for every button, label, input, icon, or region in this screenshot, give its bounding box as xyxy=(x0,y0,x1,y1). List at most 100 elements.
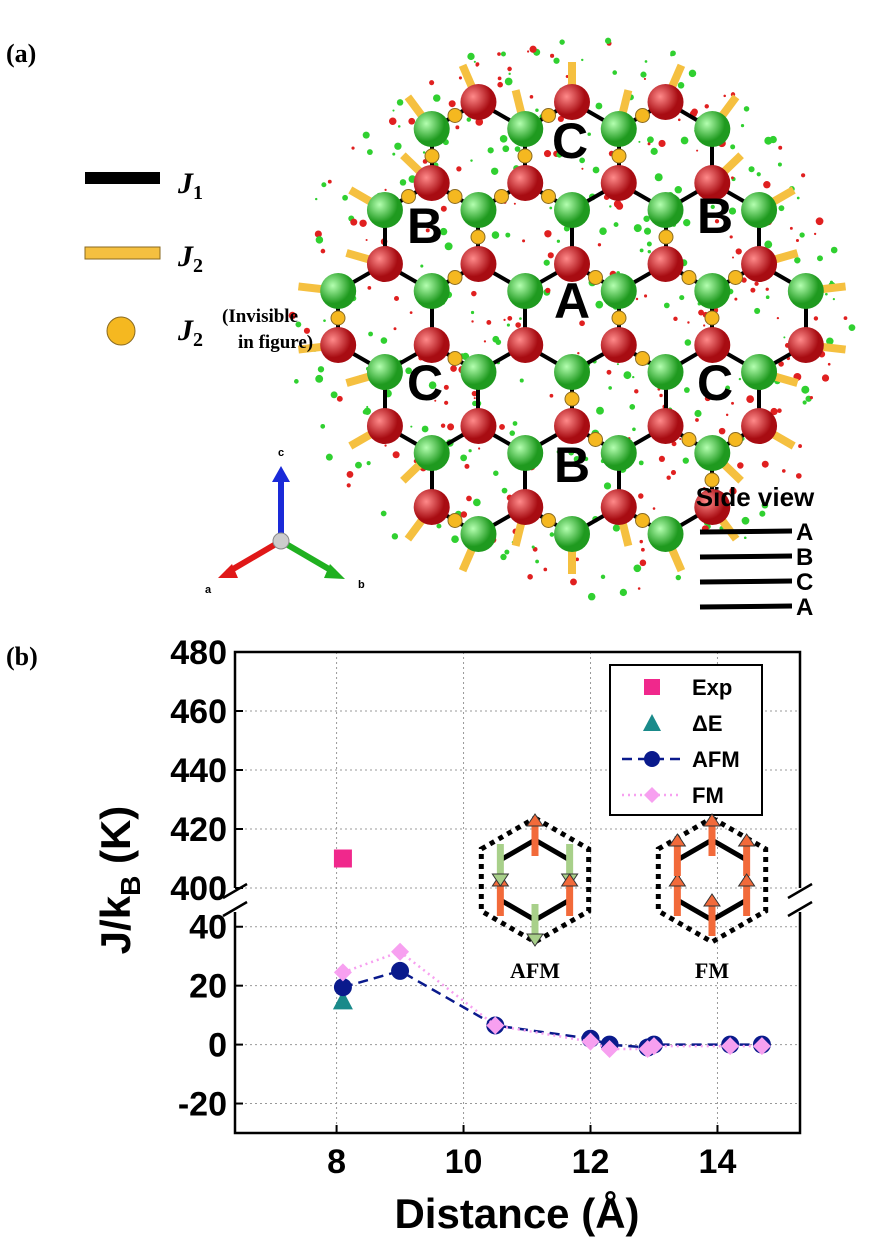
layer: C xyxy=(796,569,813,596)
density-dot xyxy=(599,227,607,235)
density-dot xyxy=(616,363,619,366)
density-dot xyxy=(443,384,449,390)
density-dot xyxy=(559,39,565,45)
density-dot xyxy=(581,58,584,62)
density-dot xyxy=(581,167,584,170)
j2-dot xyxy=(447,513,463,528)
density-dot xyxy=(650,147,658,155)
density-dot xyxy=(314,230,322,238)
density-dot xyxy=(832,298,835,301)
atom xyxy=(694,489,731,525)
atom xyxy=(554,516,590,552)
region-label: C xyxy=(552,113,588,169)
j2-dot xyxy=(681,432,697,447)
density-dot xyxy=(809,396,813,400)
density-dot xyxy=(647,249,652,254)
density-dot xyxy=(821,374,830,382)
density-dot xyxy=(777,408,782,413)
density-dot xyxy=(829,280,833,284)
atom xyxy=(366,408,403,444)
x-axis-label: Distance (Å) xyxy=(394,1190,639,1237)
density-dot xyxy=(557,115,564,123)
density-dot xyxy=(545,287,551,294)
axis-break xyxy=(222,882,248,900)
density-dot xyxy=(683,219,691,227)
axes-triad xyxy=(218,466,345,579)
layer: A xyxy=(796,594,813,621)
j2-dot xyxy=(541,189,556,204)
density-dot xyxy=(674,186,682,194)
density-dot xyxy=(436,523,442,529)
density-dot xyxy=(658,455,666,462)
density-dot xyxy=(394,296,400,302)
density-dot xyxy=(728,207,737,215)
density-dot xyxy=(500,51,506,57)
density-dot xyxy=(639,559,647,567)
density-dot xyxy=(575,557,579,562)
density-dot xyxy=(317,366,325,373)
density-dot xyxy=(346,483,351,488)
spin-head xyxy=(668,873,687,887)
y-tick-label: 20 xyxy=(189,968,227,1006)
density-dot xyxy=(583,456,589,462)
density-dot xyxy=(679,437,682,441)
density-dot xyxy=(507,315,513,321)
spin-head xyxy=(668,833,687,847)
spin-head xyxy=(526,933,544,947)
density-dot xyxy=(499,135,508,143)
density-dot xyxy=(677,82,685,89)
legend-label: Exp xyxy=(692,675,732,700)
j2-dot xyxy=(330,310,346,326)
density-dot xyxy=(547,252,554,259)
density-dot xyxy=(778,205,785,212)
j2-dot xyxy=(635,513,650,528)
note: (Invisible xyxy=(222,306,298,327)
density-dot xyxy=(470,159,473,162)
density-dot xyxy=(491,231,500,239)
atom xyxy=(507,165,544,201)
density-dot xyxy=(638,140,641,143)
density-dot xyxy=(503,318,506,322)
density-dot xyxy=(748,166,755,173)
atom xyxy=(366,354,403,390)
density-dot xyxy=(451,535,459,544)
j2-dot xyxy=(494,189,509,204)
density-dot xyxy=(731,401,734,405)
atom xyxy=(787,273,824,309)
axis-letter: c xyxy=(278,447,284,459)
atom xyxy=(647,354,684,390)
density-dot xyxy=(633,564,642,573)
density-dot xyxy=(497,81,503,88)
density-dot xyxy=(639,248,644,253)
density-dot xyxy=(362,131,370,139)
density-dot xyxy=(556,151,563,158)
density-dot xyxy=(405,367,412,375)
j2-dot xyxy=(401,189,416,204)
spin-head xyxy=(491,873,510,887)
density-dot xyxy=(514,146,521,152)
j2-dot xyxy=(564,391,580,407)
j2-dot xyxy=(106,316,136,346)
axis-break xyxy=(787,882,813,900)
density-dot xyxy=(643,77,647,81)
density-dot xyxy=(550,53,555,58)
density-dot xyxy=(475,62,480,67)
density-dot xyxy=(688,69,697,78)
spin-head xyxy=(560,873,579,887)
atom xyxy=(694,273,731,309)
density-dot xyxy=(559,309,564,314)
density-dot xyxy=(639,539,643,544)
density-dot xyxy=(512,421,518,426)
density-dot xyxy=(698,309,705,316)
density-dot xyxy=(543,567,548,572)
j2-dot xyxy=(728,432,743,447)
spin-head xyxy=(737,873,756,887)
density-dot xyxy=(553,57,560,64)
atom xyxy=(413,489,450,525)
density-dot xyxy=(746,395,755,404)
density-dot xyxy=(695,418,699,422)
density-dot xyxy=(315,197,318,201)
density-dot xyxy=(694,409,702,418)
density-dot xyxy=(612,70,618,75)
region-label: C xyxy=(407,355,443,411)
